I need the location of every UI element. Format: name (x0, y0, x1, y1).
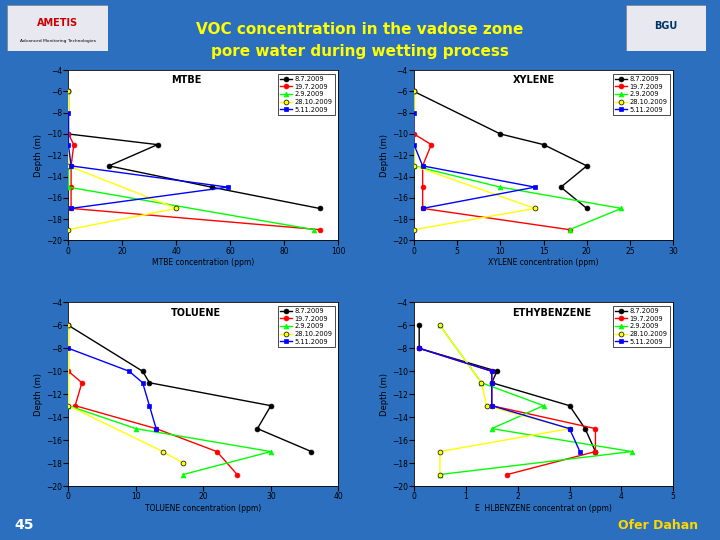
X-axis label: XYLENE concentration (ppm): XYLENE concentration (ppm) (488, 258, 599, 267)
Legend: 8.7.2009, 19.7.2009, 2.9.2009, 28.10.2009, 5.11.2009: 8.7.2009, 19.7.2009, 2.9.2009, 28.10.200… (613, 306, 670, 347)
X-axis label: MTBE concentration (ppm): MTBE concentration (ppm) (152, 258, 255, 267)
FancyBboxPatch shape (626, 5, 706, 51)
Text: AMETIS: AMETIS (37, 18, 78, 28)
Text: Ofer Dahan: Ofer Dahan (618, 519, 698, 532)
X-axis label: TOLUENE concentration (ppm): TOLUENE concentration (ppm) (145, 504, 261, 513)
Legend: 8.7.2009, 19.7.2009, 2.9.2009, 28.10.2009, 5.11.2009: 8.7.2009, 19.7.2009, 2.9.2009, 28.10.200… (278, 306, 335, 347)
Y-axis label: Depth (m): Depth (m) (380, 373, 389, 416)
Legend: 8.7.2009, 19.7.2009, 2.9.2009, 28.10.2009, 5.11.2009: 8.7.2009, 19.7.2009, 2.9.2009, 28.10.200… (613, 73, 670, 115)
Text: Advanced Monitoring Technologies: Advanced Monitoring Technologies (19, 39, 96, 43)
Text: VOC concentration in the vadose zone: VOC concentration in the vadose zone (197, 22, 523, 37)
FancyBboxPatch shape (7, 5, 108, 51)
Text: TOLUENE: TOLUENE (171, 308, 221, 318)
Text: MTBE: MTBE (171, 75, 202, 85)
Text: 45: 45 (14, 518, 34, 532)
Y-axis label: Depth (m): Depth (m) (35, 373, 43, 416)
Y-axis label: Depth (m): Depth (m) (35, 134, 43, 177)
Legend: 8.7.2009, 19.7.2009, 2.9.2009, 28.10.2009, 5.11.2009: 8.7.2009, 19.7.2009, 2.9.2009, 28.10.200… (278, 73, 335, 115)
Y-axis label: Depth (m): Depth (m) (380, 134, 389, 177)
Text: pore water during wetting process: pore water during wetting process (211, 44, 509, 59)
Text: BGU: BGU (654, 21, 678, 31)
Text: ETHYBENZENE: ETHYBENZENE (513, 308, 592, 318)
X-axis label: E  HLBENZENE concentrat on (ppm): E HLBENZENE concentrat on (ppm) (475, 504, 612, 513)
Text: XYLENE: XYLENE (513, 75, 554, 85)
